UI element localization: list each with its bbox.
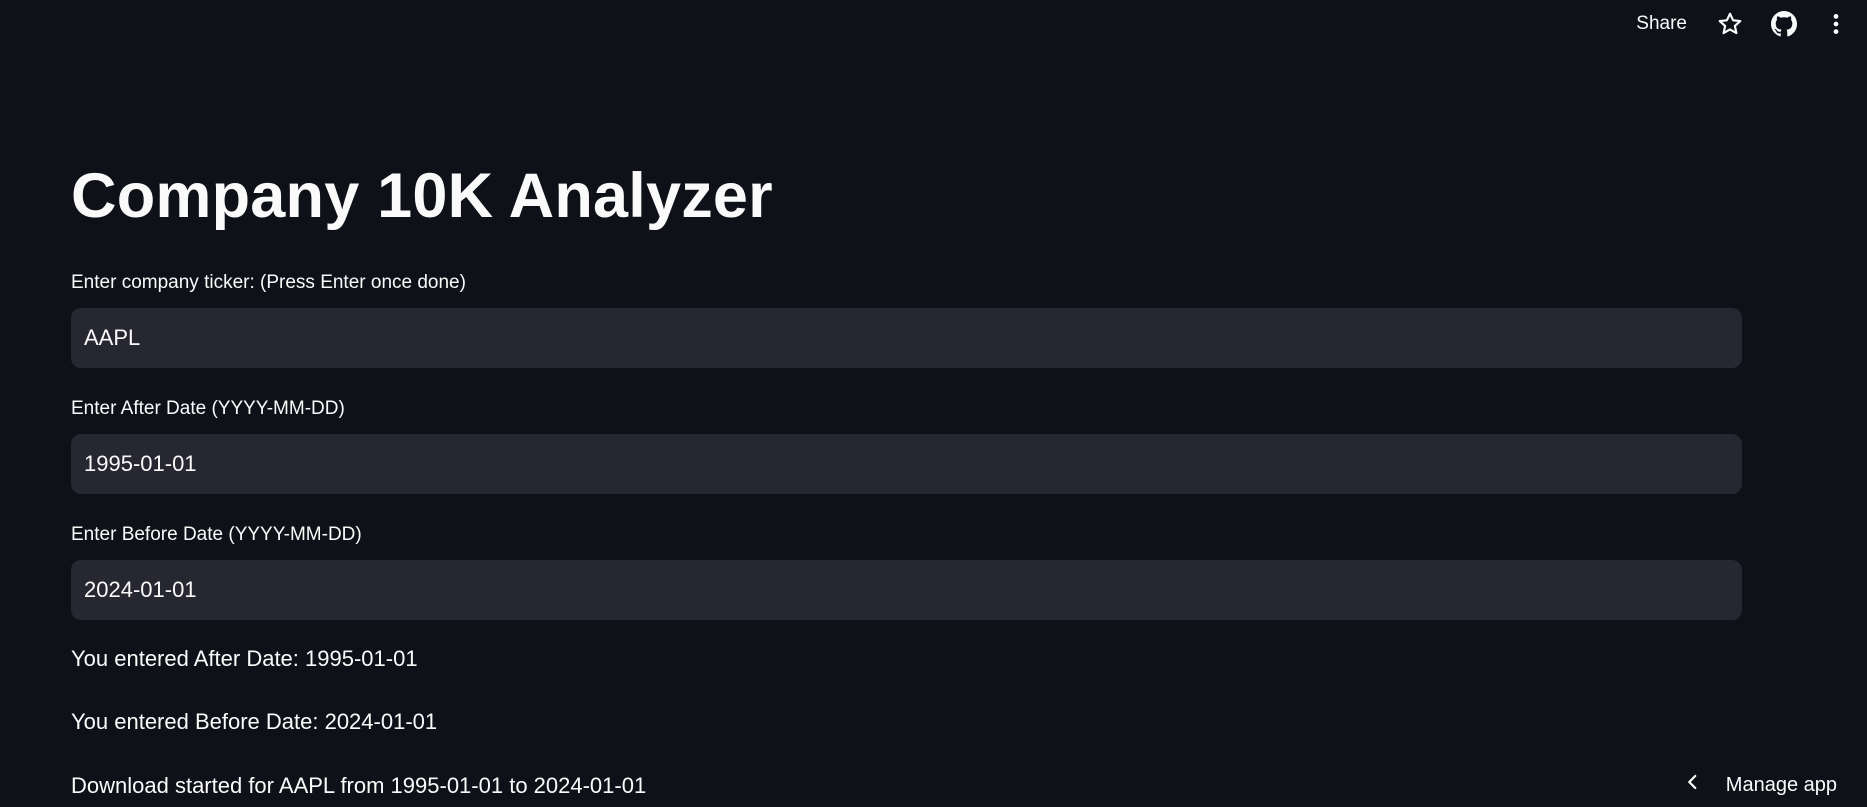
page-title: Company 10K Analyzer (71, 161, 773, 231)
before-date-input[interactable] (71, 560, 1742, 620)
before-date-label: Enter Before Date (YYYY-MM-DD) (71, 524, 362, 545)
main-content: Company 10K Analyzer Enter company ticke… (71, 160, 1742, 798)
ticker-field: Enter company ticker: (Press Enter once … (71, 272, 1742, 368)
before-date-field: Enter Before Date (YYYY-MM-DD) (71, 524, 1742, 620)
download-status-message: Download started for AAPL from 1995-01-0… (71, 773, 647, 798)
app-header: Share (0, 0, 1867, 48)
after-date-message: You entered After Date: 1995-01-01 (71, 646, 418, 671)
manage-app-label: Manage app (1725, 773, 1837, 796)
after-date-input[interactable] (71, 434, 1742, 494)
star-icon[interactable] (1717, 11, 1743, 37)
share-button[interactable]: Share (1632, 11, 1691, 37)
chevron-left-icon (1684, 773, 1702, 797)
after-date-label: Enter After Date (YYYY-MM-DD) (71, 398, 345, 419)
more-vertical-icon[interactable] (1823, 11, 1849, 37)
github-icon[interactable] (1771, 11, 1797, 37)
manage-app-button[interactable]: Manage app (1684, 773, 1837, 797)
before-date-message: You entered Before Date: 2024-01-01 (71, 709, 438, 734)
ticker-input[interactable] (71, 308, 1742, 368)
after-date-field: Enter After Date (YYYY-MM-DD) (71, 398, 1742, 494)
ticker-label: Enter company ticker: (Press Enter once … (71, 272, 466, 293)
